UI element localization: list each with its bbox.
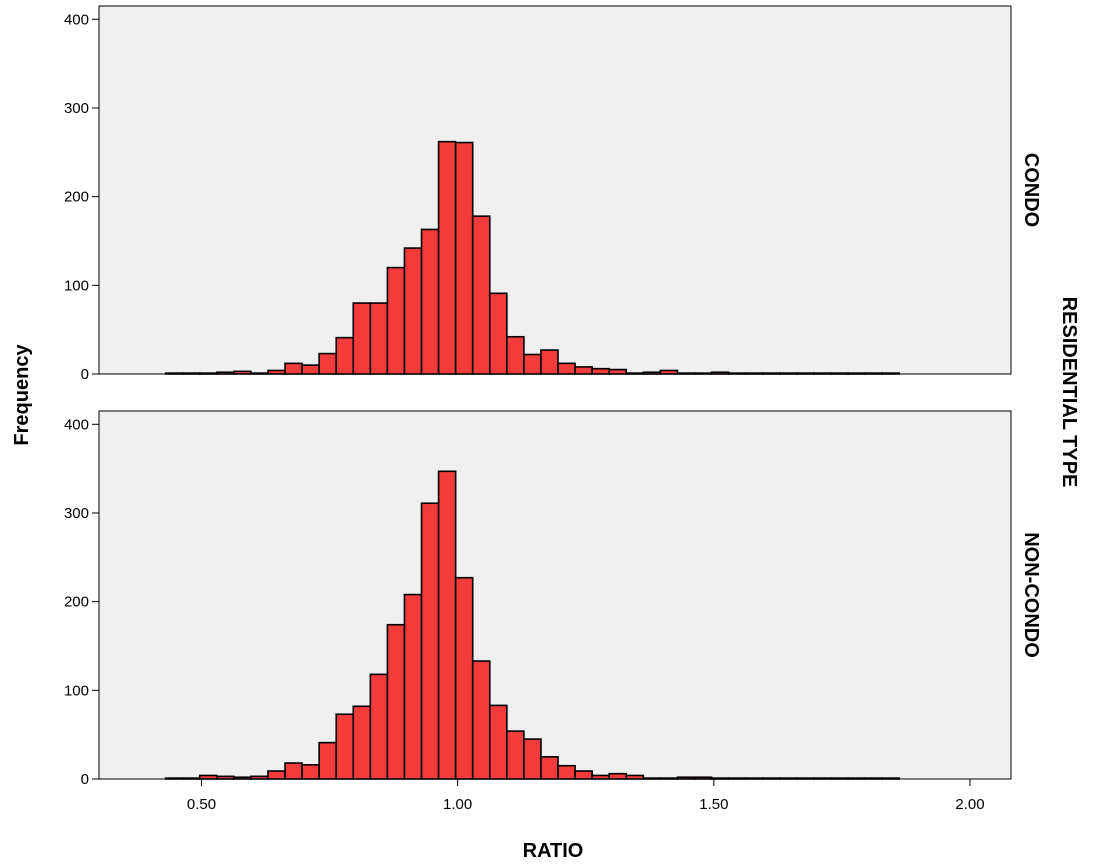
bar [574,366,593,375]
bar [591,774,611,780]
y-tick-label: 100 [64,277,89,294]
x-axis: 0.50 1.00 1.50 2.00 [187,779,985,813]
bar [267,369,286,375]
bar [284,762,303,780]
y-tick-label: 300 [64,505,89,522]
panel-frame [98,5,1012,375]
bar [369,673,389,780]
bar [471,660,491,780]
bar [352,302,372,375]
y-tick-label: 300 [64,100,89,117]
bar [659,369,679,375]
y-tick-label: 200 [64,594,89,611]
panel-frame [98,410,1012,780]
panel-non-condo: 0 100 200 300 400 NON-CONDO [64,410,1042,788]
bar [386,266,406,375]
bar [454,576,474,780]
y-tick-label: 100 [64,682,89,699]
bar [352,705,372,780]
bar [386,623,406,780]
bar [198,774,218,780]
y-axis-title: Frequency [11,344,33,446]
bar [284,362,303,375]
x-tick-label: 1.50 [699,796,728,813]
bar [523,353,542,375]
bar [369,302,389,375]
bar [523,738,542,780]
bar [335,336,355,375]
bar [488,292,508,375]
panel-background [99,6,1011,374]
x-axis-title: RATIO [523,840,584,862]
bar [488,704,508,780]
bar [608,368,628,375]
bar [437,470,457,780]
x-tick-label: 2.00 [955,796,984,813]
panels-layer: 0 100 200 300 400 CONDO 0 100 200 300 400 NON-CONDO [64,5,1042,788]
bar [318,741,338,780]
bar [557,764,576,780]
bar [403,247,423,375]
bar [267,770,286,780]
y-tick-label: 400 [64,416,89,433]
panel-label-condo: CONDO [1020,153,1042,227]
bar [420,502,440,780]
panel-label-non-condo: NON-CONDO [1020,532,1042,658]
panel-background [99,411,1011,779]
bar [420,228,440,375]
panel-condo: 0 100 200 300 400 CONDO [64,5,1042,383]
y-tick-label: 0 [81,771,89,788]
x-tick-label: 1.00 [443,796,472,813]
x-tick-label: 0.50 [187,796,216,813]
bar [540,756,559,780]
bar [454,141,474,375]
bar [506,335,525,375]
bar [335,713,355,780]
bar [540,349,559,375]
y-tick-label: 400 [64,11,89,28]
bar [403,593,423,780]
bar [437,140,457,375]
bar [301,364,320,375]
y-tick-label: 0 [81,366,89,383]
bar [557,362,576,375]
bar [625,774,645,780]
bar [301,764,320,780]
y-tick-label: 200 [64,189,89,206]
bar [471,215,491,375]
bar [574,770,593,780]
bar [608,772,628,780]
bar [318,352,338,375]
facet-title: RESIDENTIAL TYPE [1058,297,1080,488]
bar [506,730,525,780]
bar [591,367,611,375]
